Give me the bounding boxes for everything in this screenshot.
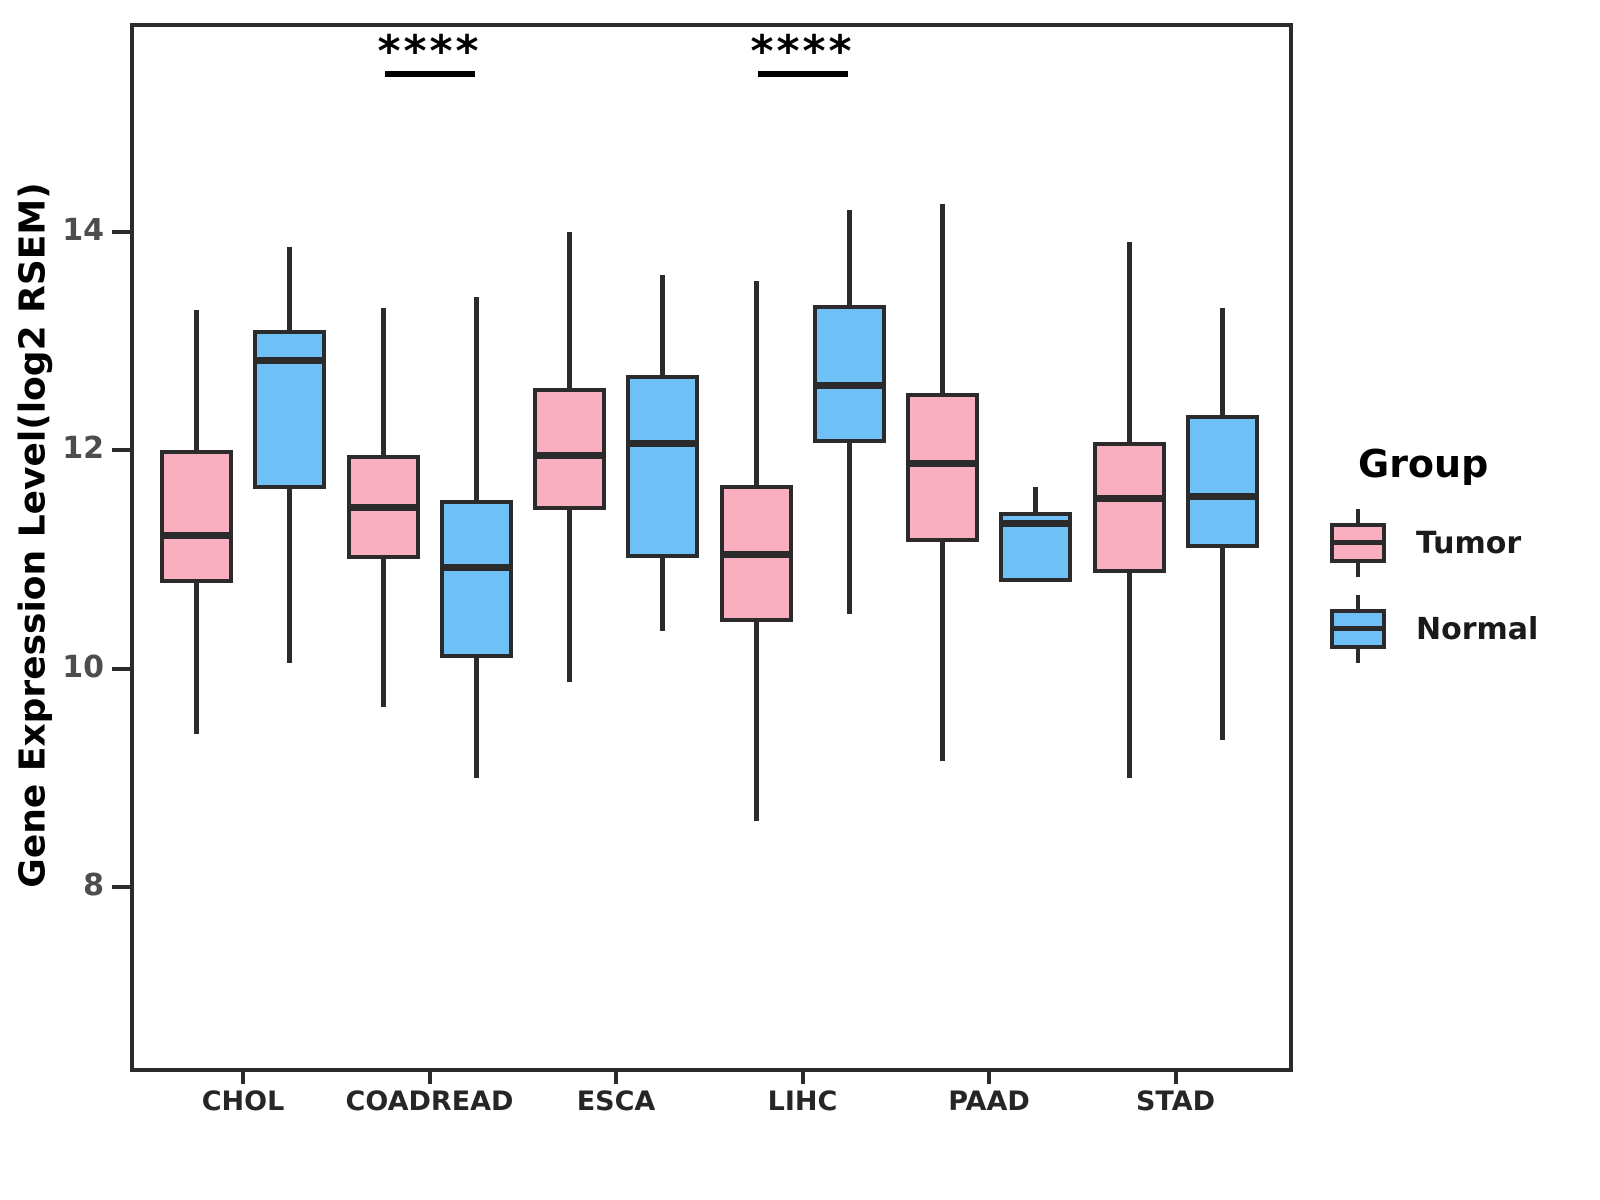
x-tick-label-CHOL: CHOL	[201, 1086, 285, 1117]
x-tick-CHOL	[241, 1072, 245, 1084]
median-tumor-ESCA	[536, 451, 603, 459]
x-tick-label-LIHC: LIHC	[767, 1086, 838, 1117]
box-normal-LIHC	[812, 304, 886, 444]
x-tick-label-COADREAD: COADREAD	[345, 1086, 514, 1117]
x-tick-STAD	[1173, 1072, 1178, 1084]
box-normal-STAD	[1185, 415, 1259, 549]
x-tick-label-STAD: STAD	[1135, 1086, 1216, 1117]
legend-title: Group	[1358, 442, 1489, 486]
median-tumor-CHOL	[163, 531, 230, 539]
median-tumor-STAD	[1095, 494, 1163, 502]
x-tick-ESCA	[614, 1072, 618, 1084]
significance-bar-LIHC	[757, 71, 848, 77]
box-normal-ESCA	[626, 374, 699, 559]
y-tick-label-12: 12	[62, 431, 104, 466]
legend-row-normal: Normal	[1330, 594, 1600, 664]
legend-glyph-normal-median	[1333, 626, 1383, 631]
y-tick-label-8: 8	[83, 868, 104, 903]
legend-glyph-tumor-median	[1333, 540, 1383, 545]
median-normal-ESCA	[629, 439, 696, 447]
box-normal-CHOL	[253, 329, 326, 490]
y-tick-label-10: 10	[62, 649, 104, 685]
significance-label-COADREAD: ****	[377, 26, 482, 77]
median-tumor-PAAD	[909, 459, 976, 467]
legend: Group Tumor Normal	[1330, 442, 1600, 664]
legend-label-tumor: Tumor	[1416, 525, 1522, 561]
significance-label-LIHC: ****	[750, 26, 855, 77]
median-normal-CHOL	[256, 356, 323, 364]
x-tick-label-PAAD: PAAD	[948, 1086, 1030, 1117]
box-tumor-CHOL	[160, 450, 233, 584]
x-tick-COADREAD	[427, 1072, 432, 1084]
median-normal-COADREAD	[442, 564, 510, 572]
legend-glyph-tumor	[1330, 509, 1400, 577]
legend-label-normal: Normal	[1416, 611, 1539, 647]
y-tick-8	[112, 885, 130, 889]
x-tick-label-ESCA: ESCA	[576, 1086, 656, 1117]
median-tumor-COADREAD	[349, 504, 417, 512]
legend-glyph-normal	[1330, 595, 1400, 663]
x-tick-PAAD	[987, 1072, 991, 1084]
y-tick-14	[112, 229, 130, 234]
y-tick-10	[112, 666, 130, 671]
y-tick-label-14: 14	[62, 212, 104, 248]
significance-bar-COADREAD	[384, 71, 475, 77]
box-tumor-STAD	[1092, 442, 1166, 574]
box-tumor-ESCA	[533, 387, 606, 511]
median-normal-LIHC	[815, 382, 883, 390]
legend-row-tumor: Tumor	[1330, 508, 1600, 578]
median-normal-STAD	[1188, 493, 1256, 501]
box-tumor-PAAD	[906, 393, 979, 542]
box-normal-COADREAD	[439, 500, 513, 658]
y-tick-12	[112, 448, 130, 452]
median-normal-PAAD	[1002, 519, 1069, 527]
x-tick-LIHC	[800, 1072, 805, 1084]
median-tumor-LIHC	[722, 551, 790, 559]
